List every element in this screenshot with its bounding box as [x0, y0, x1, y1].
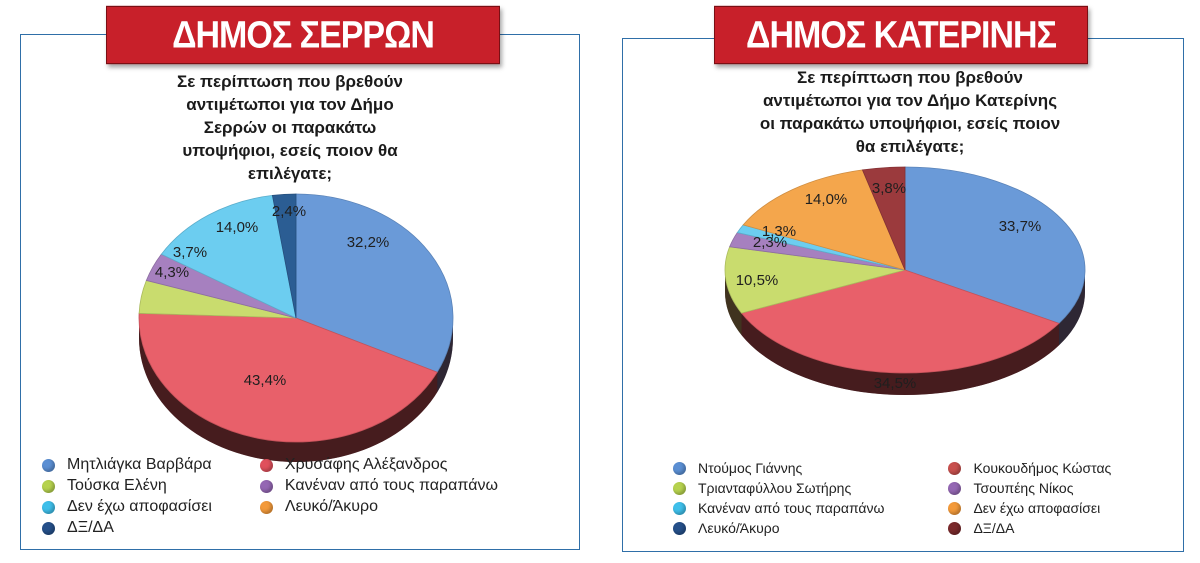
katerini-legend-label: Λευκό/Άκυρο [698, 520, 780, 536]
legend-swatch-icon [673, 521, 686, 535]
serres-title-line: υποψήφιοι, εσείς ποιον θα [182, 141, 398, 160]
serres-legend-label: Κανέναν από τους παραπάνω [284, 477, 498, 494]
serres-data-label: 2,4% [272, 203, 306, 220]
serres-data-label: 32,2% [347, 234, 390, 251]
katerini-legend-item: Τριανταφύλλου Σωτήρης [673, 480, 884, 496]
serres-pie-slice [295, 193, 454, 373]
legend-swatch-icon [948, 461, 962, 475]
katerini-title-line: Σε περίπτωση που βρεθούν [797, 68, 1023, 87]
legend-swatch-icon [259, 458, 273, 472]
serres-legend-item: Λευκό/Άκυρο [259, 498, 498, 516]
katerini-legend-label: Κανέναν από τους παραπάνω [698, 500, 885, 516]
katerini-legend-item: Κανέναν από τους παραπάνω [673, 500, 884, 516]
legend-swatch-icon [42, 500, 55, 514]
serres-pie-slice [271, 193, 297, 319]
serres-legend-label: Τούσκα Ελένη [67, 477, 167, 494]
katerini-legend-item: Κουκουδήμος Κώστας [948, 460, 1111, 476]
katerini-legend-label: Ντούμος Γιάννης [698, 460, 803, 476]
serres-legend-item: Κανέναν από τους παραπάνω [259, 477, 498, 495]
katerini-banner: ΔΗΜΟΣ ΚΑΤΕΡΙΝΗΣ [714, 5, 1088, 65]
legend-swatch-icon [42, 479, 55, 493]
serres-legend-label: Δεν έχω αποφασίσει [67, 498, 212, 515]
serres-title-line: αντιμέτωποι για τον Δήμο [186, 95, 394, 114]
katerini-title-line: οι παρακάτω υποψήφιοι, εσείς ποιον [759, 114, 1061, 133]
legend-swatch-icon [673, 481, 686, 495]
serres-banner: ΔΗΜΟΣ ΣΕΡΡΩΝ [106, 5, 500, 65]
serres-legend-label: Χρυσάφης Αλέξανδρος [284, 456, 448, 473]
serres-legend-item: Τούσκα Ελένη [42, 477, 212, 495]
serres-legend-label: Μητλιάγκα Βαρβάρα [67, 456, 212, 473]
serres-chart-title: Σε περίπτωση που βρεθούν αντιμέτωποι για… [120, 70, 460, 185]
serres-legend-item: Δεν έχω αποφασίσει [42, 498, 212, 516]
serres-title-line: Σερρών οι παρακάτω [203, 118, 377, 137]
serres-legend-label: Λευκό/Άκυρο [284, 498, 379, 515]
serres-pie-side-segment [437, 318, 454, 393]
katerini-legend-item: Ντούμος Γιάννης [673, 460, 884, 476]
katerini-chart-title: Σε περίπτωση που βρεθούν αντιμέτωποι για… [720, 66, 1100, 158]
katerini-legend: Ντούμος Γιάννης Κουκουδήμος Κώστας Τριαντα… [673, 460, 1111, 536]
serres-title-line: Σε περίπτωση που βρεθούν [177, 72, 403, 91]
legend-swatch-icon [42, 521, 55, 535]
legend-swatch-icon [948, 521, 962, 535]
legend-swatch-icon [259, 500, 273, 514]
serres-legend: Μητλιάγκα Βαρβάρα Χρυσάφης Αλέξανδρος Τούσ… [42, 456, 498, 537]
legend-swatch-icon [673, 501, 686, 515]
serres-legend-label: ΔΞ/ΔΑ [67, 519, 114, 536]
serres-legend-item: Χρυσάφης Αλέξανδρος [259, 456, 498, 474]
legend-swatch-icon [948, 481, 962, 495]
serres-legend-item: Μητλιάγκα Βαρβάρα [42, 456, 212, 474]
legend-swatch-icon [259, 479, 273, 493]
katerini-legend-label: Κουκουδήμος Κώστας [973, 460, 1112, 476]
serres-pie-slice [138, 312, 438, 443]
katerini-legend-label: Τσουπέης Νίκος [973, 480, 1074, 496]
serres-legend-item: ΔΞ/ΔΑ [42, 519, 212, 537]
serres-data-label: 14,0% [216, 219, 259, 236]
legend-swatch-icon [673, 461, 686, 475]
serres-data-label: 4,3% [155, 264, 189, 281]
serres-pie-slice [160, 194, 297, 319]
katerini-title-line: αντιμέτωποι για τον Δήμο Κατερίνης [762, 91, 1058, 110]
serres-data-label: 3,7% [173, 244, 207, 261]
legend-swatch-icon [948, 501, 962, 515]
katerini-legend-item: Λευκό/Άκυρο [673, 520, 884, 536]
katerini-legend-label: Τριανταφύλλου Σωτήρης [698, 480, 852, 496]
legend-swatch-icon [42, 458, 55, 472]
serres-title-line: επιλέγατε; [247, 164, 333, 183]
katerini-legend-item: ΔΞ/ΔΑ [948, 520, 1111, 536]
serres-data-label: 43,4% [244, 372, 287, 389]
katerini-legend-label: Δεν έχω αποφασίσει [973, 500, 1101, 516]
serres-pie-side-segment [139, 318, 438, 462]
katerini-legend-label: ΔΞ/ΔΑ [973, 520, 1015, 536]
katerini-legend-item: Δεν έχω αποφασίσει [948, 500, 1111, 516]
katerini-title-line: θα επιλέγατε; [855, 137, 965, 156]
katerini-legend-item: Τσουπέης Νίκος [948, 480, 1111, 496]
